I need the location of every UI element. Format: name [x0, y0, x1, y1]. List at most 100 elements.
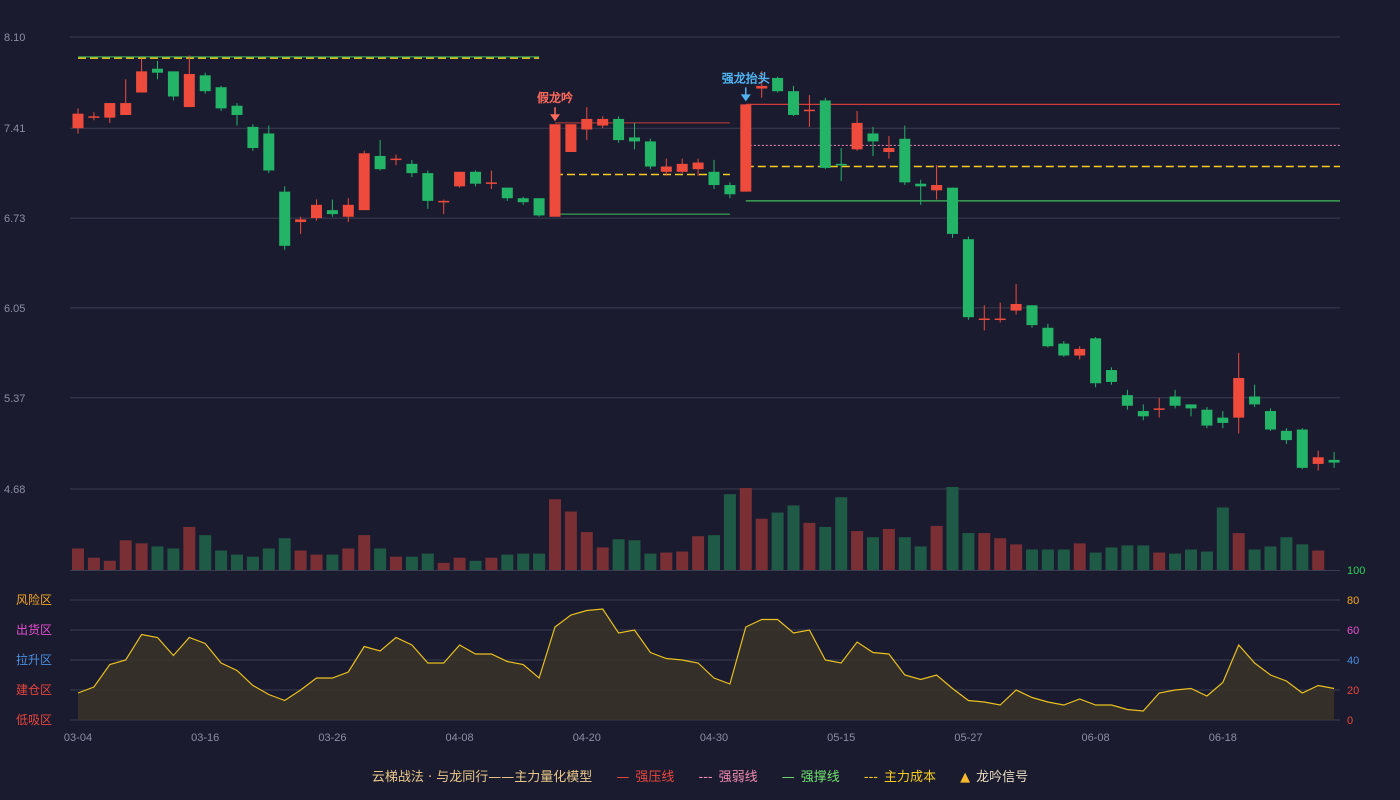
oscillator-line [77, 608, 1335, 712]
volume-bar [358, 535, 371, 570]
volume-bar [199, 535, 212, 570]
x-axis: 03-04 03-16 03-26 04-08 04-20 04-30 05-15 05-27… [64, 732, 1237, 744]
volume-bar [723, 494, 736, 570]
candle-body [120, 103, 132, 115]
volume-bar [930, 525, 943, 570]
candle-body [1026, 305, 1038, 326]
volume-bar [1312, 550, 1325, 570]
volume-bar [326, 554, 339, 570]
volume-bar [914, 546, 927, 570]
volume-bar [1200, 551, 1213, 570]
candle-body [152, 68, 163, 73]
candle-body [1090, 338, 1102, 384]
candle-body [517, 198, 529, 203]
candle-body [167, 71, 179, 97]
zone-label: 风险区 [16, 592, 52, 607]
date-tick-label: 05-27 [954, 732, 982, 744]
volume-bar [119, 540, 132, 570]
candle-body [1074, 348, 1086, 356]
candle-body [501, 187, 513, 199]
volume-bar [1073, 543, 1086, 570]
candle-body [183, 74, 195, 108]
candle-body [215, 87, 227, 109]
candle-body [1328, 459, 1340, 463]
volume-bar [1121, 545, 1134, 570]
candle-body [342, 204, 354, 217]
candle-body [899, 138, 911, 183]
volume-bar [1057, 549, 1070, 570]
candle-body [72, 113, 84, 129]
volume-bar [405, 556, 418, 570]
signal-label: 假龙吟 [537, 90, 573, 105]
candle-body [613, 118, 625, 141]
volume-bar [1264, 546, 1277, 570]
candle-body [1185, 404, 1197, 409]
candle-body [1249, 396, 1261, 405]
date-tick-label: 06-18 [1209, 732, 1237, 744]
legend-item-weak: --- 强弱线 [698, 770, 758, 785]
volume-bar [771, 512, 784, 570]
level-lines [78, 56, 1340, 215]
candlesticks [72, 55, 1340, 471]
volume-bar [851, 531, 864, 570]
oscillator [77, 608, 1335, 720]
candle-body [422, 173, 434, 201]
volume-bar [1026, 549, 1038, 570]
volume-bar [1296, 544, 1309, 570]
volume-bar [1216, 507, 1229, 570]
volume-bar [898, 537, 911, 570]
volume-bar [564, 511, 577, 570]
legend: 云梯战法 · 与龙同行——主力量化模型 — 强压线 --- 强弱线 — 强撑线 ---… [0, 766, 1400, 785]
candle-body [247, 126, 259, 149]
candle-body [1106, 370, 1117, 382]
volume-bar [708, 535, 720, 570]
volume-bar [1041, 549, 1054, 570]
date-tick-label: 03-16 [191, 732, 219, 744]
volume-bar [374, 548, 387, 570]
volume-bar [87, 557, 100, 570]
volume-bar [803, 522, 816, 570]
candle-body [231, 105, 243, 115]
volume-bar [1232, 533, 1245, 570]
volume-bar [183, 526, 196, 570]
candle-body [549, 124, 561, 217]
zone-label: 出货区 [16, 622, 52, 637]
volume-bar [1105, 547, 1118, 570]
osc-tick-label: 60 [1347, 625, 1359, 637]
candle-body [692, 162, 704, 170]
price-tick-label: 6.05 [4, 303, 25, 315]
volume-bar [437, 562, 450, 570]
candle-body [1233, 377, 1245, 418]
volume-bar [231, 554, 243, 570]
candle-body [1042, 327, 1054, 347]
volume-bar [1185, 549, 1197, 570]
volume-bar [549, 499, 561, 570]
candle-body [1296, 429, 1308, 468]
candle-body [326, 210, 338, 215]
volume-bar [262, 548, 275, 570]
volume-bar [692, 536, 705, 570]
volume-bar [72, 548, 84, 570]
candle-body [1312, 457, 1324, 464]
volume-bar [310, 554, 323, 570]
volume-bar [533, 553, 546, 570]
candle-body [311, 204, 322, 219]
candle-body [708, 171, 720, 186]
candle-body [1058, 343, 1070, 356]
date-tick-label: 03-26 [318, 732, 346, 744]
zone-label: 建仓区 [16, 683, 52, 697]
volume-bar [278, 538, 291, 570]
price-tick-label: 8.10 [4, 32, 25, 44]
volume-bar [501, 554, 514, 570]
volume-bar [167, 548, 180, 570]
candle-body [358, 153, 370, 211]
candle-body [788, 91, 799, 115]
volume-bar [835, 497, 848, 570]
candle-body [1121, 395, 1133, 406]
volume-bar [485, 557, 498, 570]
zone-label: 拉升区 [16, 652, 52, 667]
candle-body [1265, 411, 1276, 430]
volume-bar [867, 537, 879, 570]
candle-body [1217, 417, 1229, 423]
